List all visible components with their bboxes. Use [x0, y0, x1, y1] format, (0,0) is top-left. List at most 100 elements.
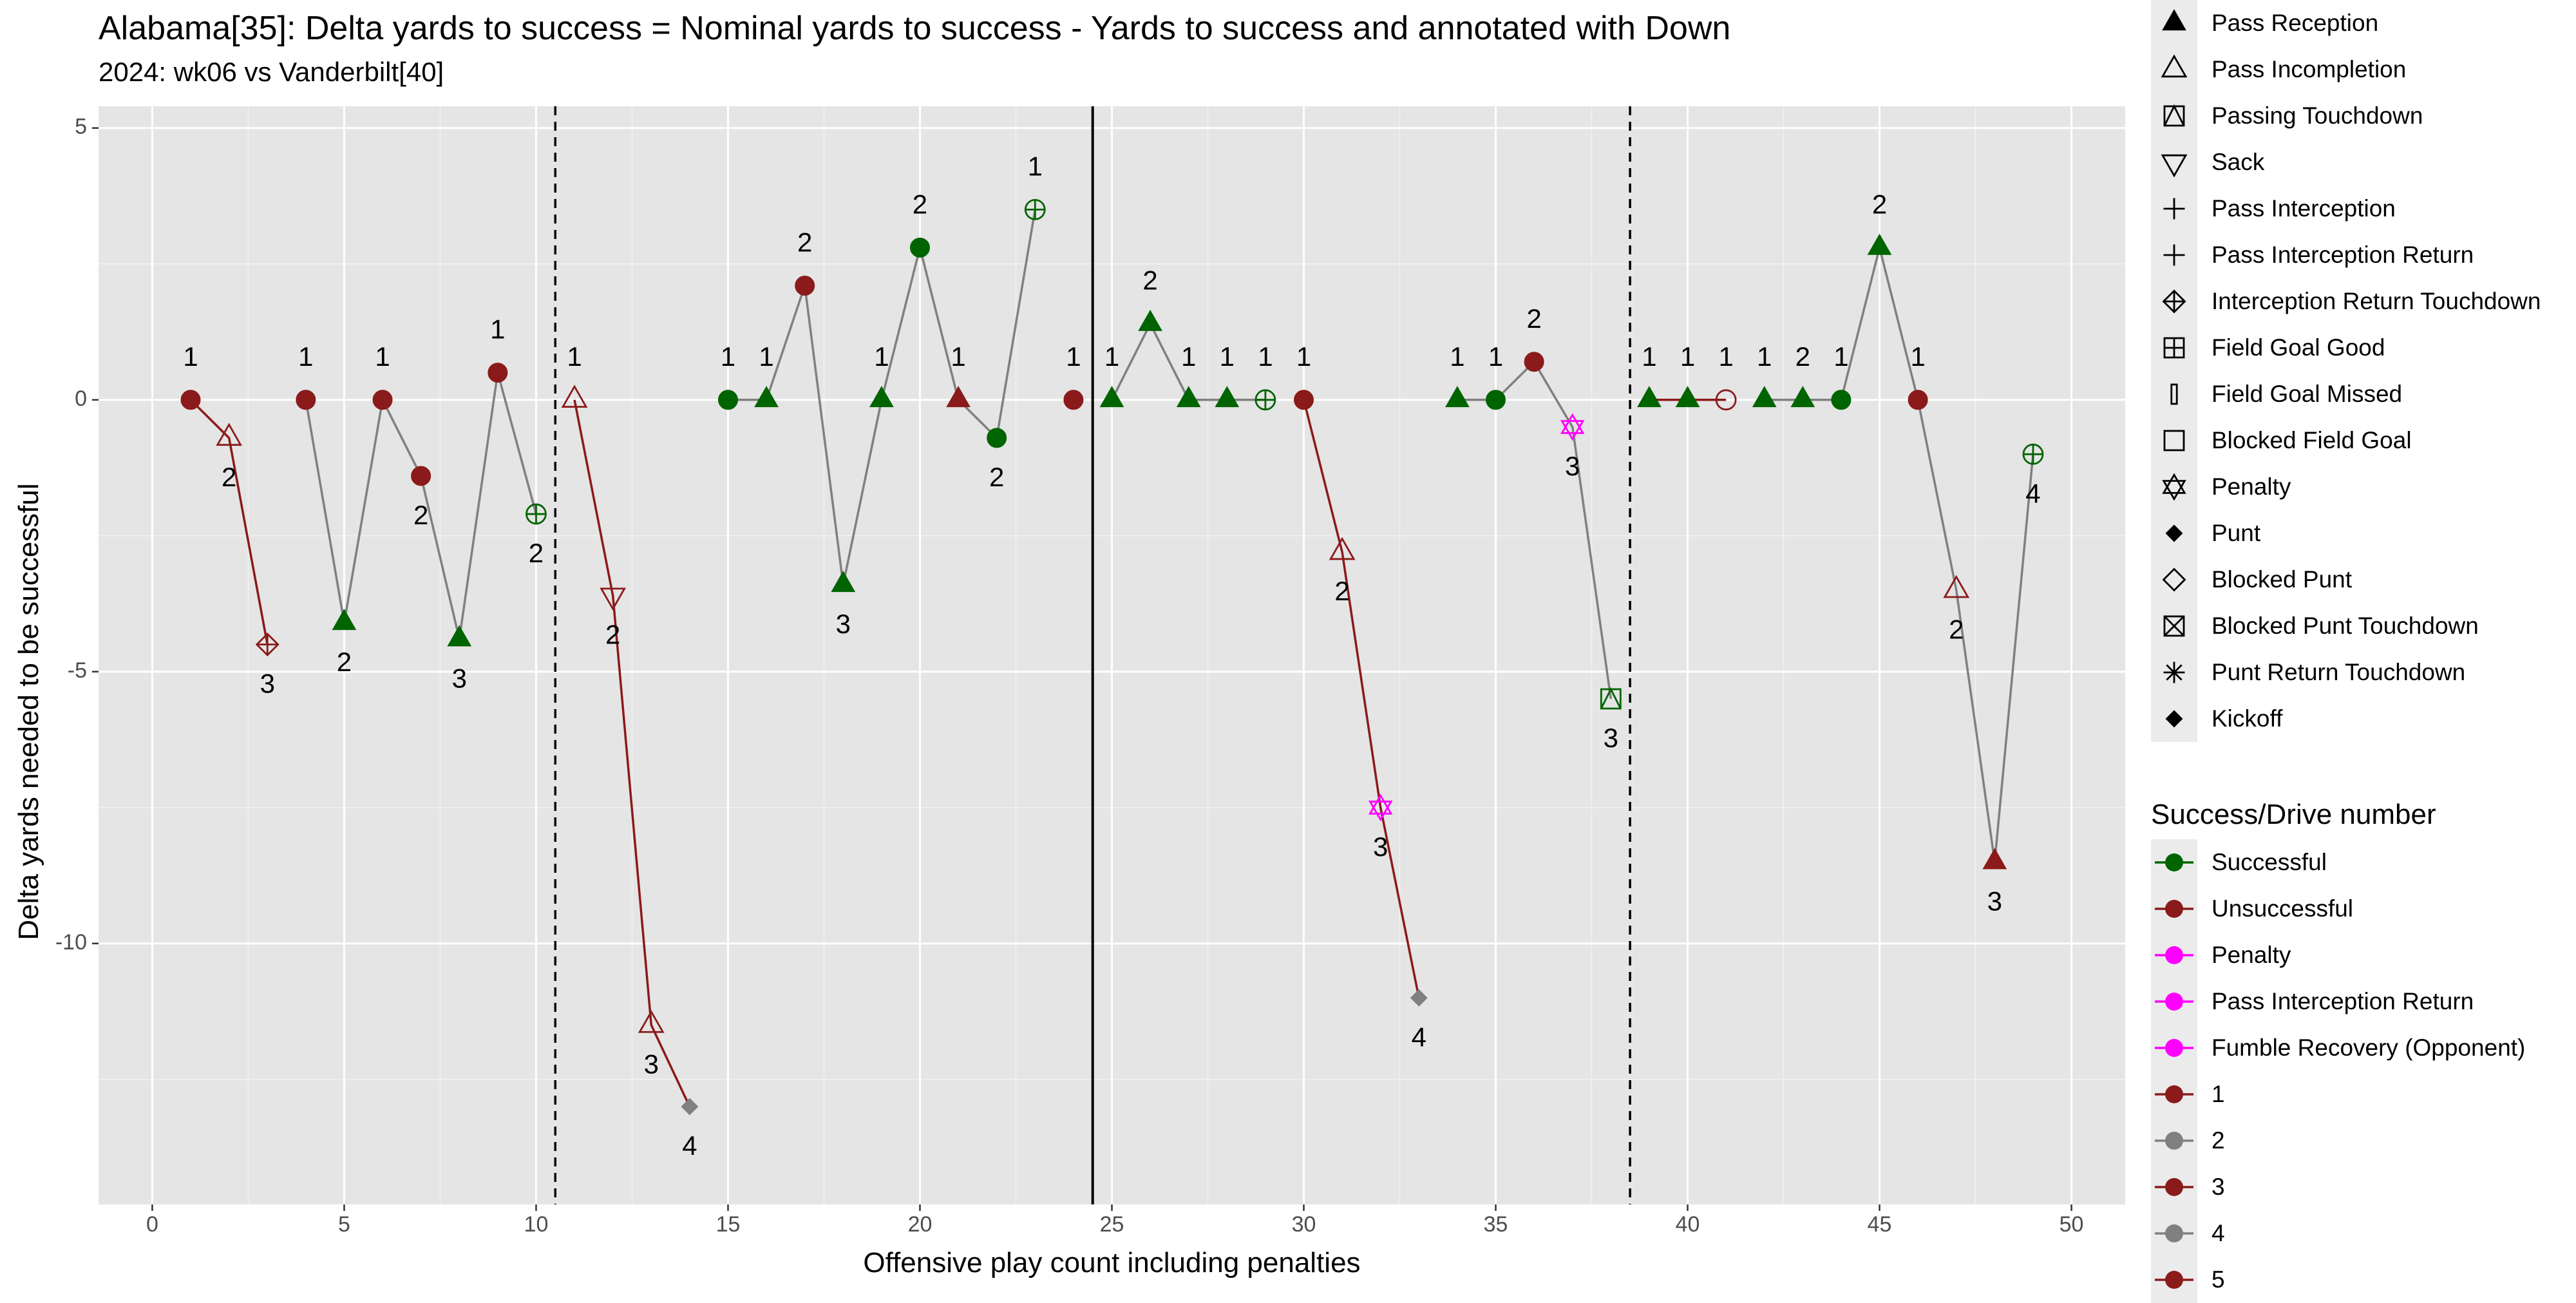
legend-label: Punt Return Touchdown: [2211, 659, 2466, 685]
down-label: 2: [1334, 576, 1349, 606]
data-point: [180, 390, 201, 410]
x-tick-label: 45: [1868, 1212, 1892, 1237]
legend-label: 3: [2211, 1174, 2225, 1200]
shape-legend-item: Punt: [2151, 510, 2576, 556]
down-label: 1: [375, 341, 390, 372]
down-label: 1: [1488, 341, 1503, 372]
legend-label: 4: [2211, 1220, 2225, 1246]
legend-dot: [2165, 1039, 2183, 1057]
down-label: 2: [1949, 614, 1964, 644]
legend-symbol: [2163, 198, 2185, 220]
legend-key: [2151, 1071, 2197, 1118]
legend-key: [2151, 278, 2197, 325]
data-point: [488, 363, 508, 383]
legend-key: [2151, 371, 2197, 417]
legend-symbol: [2163, 104, 2185, 127]
down-label: 2: [1526, 303, 1541, 334]
legend-key: [2151, 839, 2197, 886]
data-point: [1982, 848, 2007, 870]
color-legend-item: Penalty: [2151, 932, 2576, 978]
data-point: [296, 390, 316, 410]
data-point: [1560, 413, 1585, 441]
data-point: [1176, 386, 1201, 408]
legend-key: [2151, 1257, 2197, 1303]
down-label: 1: [1220, 341, 1235, 372]
data-point: [1294, 390, 1314, 410]
data-point: [754, 386, 779, 408]
legend-key: [2151, 696, 2197, 742]
down-label: 1: [567, 341, 582, 372]
data-point: [1329, 537, 1356, 560]
down-label: 3: [836, 609, 851, 639]
down-label: 3: [1987, 886, 2002, 916]
x-tick-label: 30: [1292, 1212, 1316, 1237]
down-label: 1: [721, 341, 735, 372]
down-label: 1: [1718, 341, 1733, 372]
legend-key: [2151, 886, 2197, 932]
drive-line: [1302, 399, 1421, 998]
down-label: 1: [759, 341, 773, 372]
shape-legend-item: Pass Incompletion: [2151, 46, 2576, 93]
chart-subtitle: 2024: wk06 vs Vanderbilt[40]: [99, 57, 444, 87]
data-point: [1637, 386, 1662, 408]
data-point: [831, 571, 856, 593]
data-point: [1867, 233, 1892, 255]
shape-legend-item: Field Goal Missed: [2151, 371, 2576, 417]
shape-legend-item: Blocked Field Goal: [2151, 417, 2576, 464]
data-point: [526, 503, 547, 525]
down-label: 1: [1833, 341, 1848, 372]
data-point: [1600, 687, 1622, 710]
x-tick-label: 20: [908, 1212, 933, 1237]
down-label: 1: [1028, 151, 1043, 181]
drive-line: [189, 399, 269, 645]
down-label: 3: [1373, 832, 1388, 862]
data-point: [1024, 198, 1046, 220]
color-legend-item: Pass Interception Return: [2151, 978, 2576, 1025]
color-legend-title: Success/Drive number: [2151, 799, 2436, 830]
legend-symbol: [2163, 615, 2185, 637]
shape-legend-item: Pass Reception: [2151, 0, 2576, 46]
down-label: 2: [413, 500, 428, 530]
legend-label: Punt: [2211, 520, 2261, 546]
data-point: [1524, 352, 1544, 372]
down-label: 2: [222, 462, 236, 492]
legend-symbol: [2165, 524, 2183, 542]
data-point: [1215, 386, 1240, 408]
x-tick-label: 0: [146, 1212, 158, 1237]
drive-line: [573, 399, 691, 1107]
legend-label: Pass Incompletion: [2211, 56, 2407, 82]
data-point: [638, 1009, 665, 1033]
legend-key: [2151, 649, 2197, 696]
legend-symbol: [2161, 54, 2188, 78]
shape-legend-item: Penalty: [2151, 464, 2576, 510]
data-point: [2022, 443, 2044, 465]
shape-legend-item: Blocked Punt Touchdown: [2151, 603, 2576, 649]
legend-key: [2151, 603, 2197, 649]
down-label: 3: [260, 669, 275, 699]
data-point: [795, 276, 815, 296]
data-point: [600, 587, 627, 611]
down-label: 3: [452, 663, 467, 693]
legend-label: Penalty: [2211, 942, 2291, 968]
x-tick-label: 50: [2060, 1212, 2084, 1237]
data-point: [1063, 390, 1084, 410]
x-tick-label: 5: [338, 1212, 350, 1237]
legend-label: Passing Touchdown: [2211, 102, 2423, 129]
shape-legend-item: Pass Interception Return: [2151, 232, 2576, 278]
legend-label: Sack: [2211, 149, 2265, 175]
legend-label: 1: [2211, 1081, 2225, 1107]
down-label: 1: [874, 341, 889, 372]
legend-key: [2151, 978, 2197, 1025]
down-label: 2: [1795, 341, 1810, 372]
data-point: [411, 466, 431, 486]
color-legend-item: 2: [2151, 1118, 2576, 1164]
color-legend-item: 4: [2151, 1210, 2576, 1257]
data-point: [447, 625, 472, 647]
down-label: 4: [2025, 478, 2040, 508]
down-label: 2: [529, 538, 544, 568]
down-label: 1: [183, 341, 198, 372]
shape-legend-item: Sack: [2151, 139, 2576, 185]
legend-symbol: [2163, 337, 2185, 359]
down-label: 1: [490, 314, 505, 345]
down-label: 1: [298, 341, 313, 372]
